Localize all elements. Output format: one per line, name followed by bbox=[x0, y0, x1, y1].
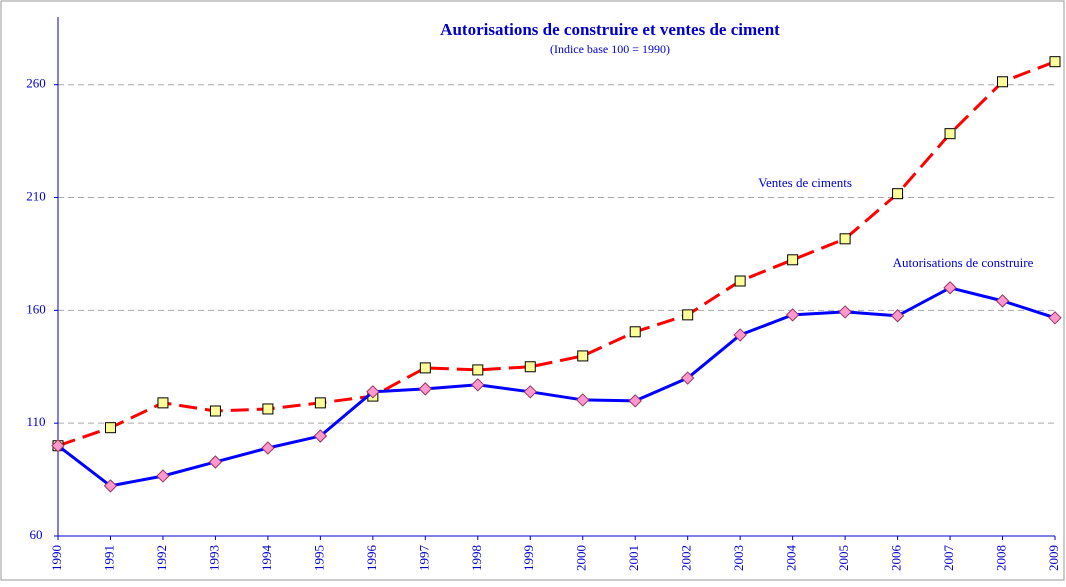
marker bbox=[680, 371, 695, 385]
marker bbox=[419, 362, 431, 374]
x-tick-label: 2002 bbox=[679, 545, 694, 571]
x-tick-label: 2001 bbox=[626, 545, 641, 571]
marker bbox=[944, 128, 956, 140]
x-tick-label: 1991 bbox=[101, 545, 116, 571]
series-label: Autorisations de construire bbox=[893, 255, 1034, 270]
x-tick-label: 2005 bbox=[836, 545, 851, 571]
x-tick-label: 2008 bbox=[994, 545, 1009, 571]
marker bbox=[785, 308, 800, 322]
marker bbox=[943, 281, 957, 295]
marker bbox=[157, 397, 169, 409]
marker bbox=[472, 364, 484, 376]
y-tick-label: 110 bbox=[26, 414, 45, 429]
y-tick-label: 160 bbox=[26, 301, 46, 316]
marker bbox=[418, 382, 433, 396]
marker bbox=[892, 188, 904, 200]
marker bbox=[1048, 311, 1062, 325]
series-line bbox=[57, 286, 1056, 488]
x-tick-label: 2007 bbox=[941, 545, 956, 572]
x-tick-label: 1992 bbox=[154, 545, 169, 571]
x-tick-label: 2004 bbox=[784, 545, 799, 572]
marker bbox=[313, 429, 328, 443]
marker bbox=[628, 394, 642, 408]
marker bbox=[734, 275, 746, 287]
marker bbox=[262, 403, 274, 415]
series-line bbox=[57, 60, 1056, 448]
marker bbox=[209, 405, 221, 417]
marker bbox=[577, 350, 589, 362]
marker bbox=[890, 309, 905, 323]
marker bbox=[156, 469, 170, 483]
series-label: Ventes de ciments bbox=[758, 175, 852, 190]
x-tick-label: 2003 bbox=[731, 545, 746, 571]
marker bbox=[787, 254, 799, 266]
marker bbox=[733, 328, 747, 342]
marker bbox=[576, 393, 590, 407]
marker bbox=[523, 385, 537, 399]
x-tick-label: 2000 bbox=[574, 545, 589, 571]
y-tick-label: 60 bbox=[30, 527, 43, 542]
marker bbox=[995, 294, 1010, 308]
x-tick-label: 1999 bbox=[521, 545, 536, 571]
marker bbox=[104, 422, 116, 434]
marker bbox=[682, 309, 694, 321]
x-tick-label: 1994 bbox=[259, 545, 274, 572]
marker bbox=[366, 385, 380, 399]
marker bbox=[208, 455, 223, 469]
x-tick-label: 2006 bbox=[889, 545, 904, 572]
chart-subtitle: (Indice base 100 = 1990) bbox=[550, 42, 670, 56]
marker bbox=[314, 397, 326, 409]
x-tick-label: 1996 bbox=[364, 545, 379, 572]
marker bbox=[524, 361, 536, 373]
x-tick-label: 1998 bbox=[469, 545, 484, 571]
x-tick-label: 2009 bbox=[1046, 545, 1061, 571]
marker bbox=[838, 305, 852, 319]
marker bbox=[471, 378, 485, 392]
marker bbox=[261, 441, 275, 455]
x-tick-label: 1997 bbox=[416, 545, 431, 572]
marker bbox=[51, 439, 65, 453]
y-tick-label: 210 bbox=[26, 189, 46, 204]
marker bbox=[103, 479, 118, 493]
x-tick-label: 1993 bbox=[206, 545, 221, 571]
x-tick-label: 1995 bbox=[311, 545, 326, 571]
x-tick-label: 1990 bbox=[49, 545, 64, 571]
marker bbox=[839, 233, 851, 245]
marker bbox=[997, 76, 1009, 88]
y-tick-label: 260 bbox=[26, 76, 46, 91]
marker bbox=[629, 326, 641, 338]
marker bbox=[1049, 56, 1061, 68]
chart-title: Autorisations de construire et ventes de… bbox=[440, 20, 780, 39]
